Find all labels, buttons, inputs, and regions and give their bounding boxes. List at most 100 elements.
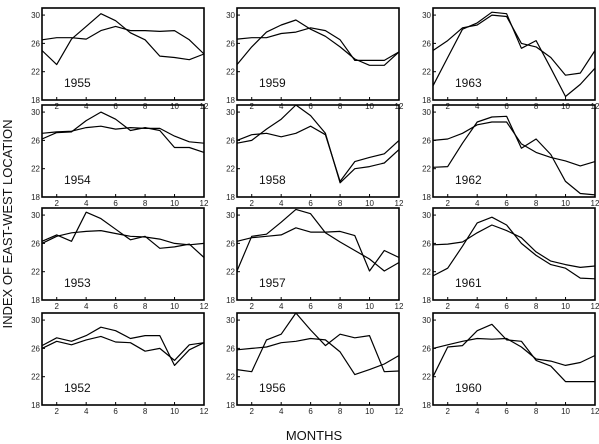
x-tick-label: 10 xyxy=(365,199,374,208)
y-tick-label: 30 xyxy=(31,316,40,325)
panel-1960: 2 4 6 8 10 12 18 22 26 30 1960 xyxy=(422,312,599,416)
y-tick-label: 18 xyxy=(226,96,235,105)
x-tick-label: 12 xyxy=(200,407,209,416)
y-tick-label: 30 xyxy=(422,316,431,325)
y-tick-label: 18 xyxy=(31,296,40,305)
y-tick-label: 30 xyxy=(226,11,235,20)
series-line-2 xyxy=(236,208,400,272)
x-tick-label: 4 xyxy=(279,302,284,311)
x-tick-label: 8 xyxy=(143,199,148,208)
y-tick-label: 18 xyxy=(422,296,431,305)
y-tick-label: 30 xyxy=(31,11,40,20)
y-tick-label: 26 xyxy=(422,39,431,48)
series-line-1 xyxy=(236,337,400,376)
series-line-2 xyxy=(41,13,205,66)
x-tick-label: 8 xyxy=(143,302,148,311)
y-tick-label: 26 xyxy=(31,239,40,248)
y-tick-label: 18 xyxy=(422,96,431,105)
y-tick-label: 22 xyxy=(226,68,235,77)
x-axis-label: MONTHS xyxy=(286,428,343,443)
panel-year-label: 1963 xyxy=(455,76,482,90)
x-tick-label: 6 xyxy=(308,199,313,208)
x-tick-label: 8 xyxy=(143,102,148,111)
x-tick-label: 4 xyxy=(475,199,480,208)
panel-year-label: 1952 xyxy=(64,381,91,395)
panel-year-label: 1953 xyxy=(64,276,91,290)
y-tick-label: 18 xyxy=(31,193,40,202)
x-tick-label: 6 xyxy=(504,102,509,111)
x-tick-label: 4 xyxy=(84,102,89,111)
x-tick-label: 10 xyxy=(561,302,570,311)
panel-frame xyxy=(41,104,205,198)
x-tick-label: 8 xyxy=(534,102,539,111)
x-tick-label: 8 xyxy=(338,407,343,416)
series-line-1 xyxy=(236,227,400,272)
x-tick-label: 12 xyxy=(200,302,209,311)
y-tick-label: 30 xyxy=(226,316,235,325)
panel-frame xyxy=(432,312,596,406)
y-tick-label: 26 xyxy=(31,39,40,48)
panel-1952: 2 4 6 8 10 12 18 22 26 30 1952 xyxy=(31,312,209,416)
panel-year-label: 1955 xyxy=(64,76,91,90)
y-tick-label: 26 xyxy=(422,239,431,248)
x-tick-label: 2 xyxy=(250,102,255,111)
series-line-2 xyxy=(41,326,205,366)
y-axis-label: INDEX OF EAST-WEST LOCATION xyxy=(0,120,15,329)
x-tick-label: 2 xyxy=(55,102,60,111)
y-tick-label: 18 xyxy=(226,193,235,202)
y-tick-label: 26 xyxy=(422,344,431,353)
y-tick-label: 22 xyxy=(31,373,40,382)
x-tick-label: 10 xyxy=(170,302,179,311)
series-line-2 xyxy=(432,323,595,383)
x-tick-label: 4 xyxy=(84,199,89,208)
x-tick-label: 6 xyxy=(113,302,118,311)
x-tick-label: 2 xyxy=(55,302,60,311)
x-tick-label: 8 xyxy=(534,302,539,311)
panel-frame xyxy=(41,207,205,301)
y-tick-label: 18 xyxy=(226,401,235,410)
panel-frame xyxy=(236,104,400,198)
series-line-1 xyxy=(236,27,400,62)
y-tick-label: 22 xyxy=(31,165,40,174)
panel-frame xyxy=(236,207,400,301)
x-tick-label: 6 xyxy=(113,199,118,208)
x-tick-label: 12 xyxy=(395,302,404,311)
x-tick-label: 4 xyxy=(84,407,89,416)
x-tick-label: 10 xyxy=(365,102,374,111)
x-tick-label: 4 xyxy=(475,302,480,311)
y-tick-label: 22 xyxy=(422,68,431,77)
series-line-1 xyxy=(41,125,205,144)
x-tick-label: 10 xyxy=(561,407,570,416)
x-tick-label: 12 xyxy=(395,407,404,416)
y-tick-label: 22 xyxy=(422,373,431,382)
series-line-1 xyxy=(432,224,596,268)
panel-year-label: 1962 xyxy=(455,173,482,187)
panel-frame xyxy=(432,7,596,101)
y-tick-label: 22 xyxy=(226,373,235,382)
series-line-2 xyxy=(41,211,205,258)
x-tick-label: 2 xyxy=(446,407,451,416)
x-tick-label: 12 xyxy=(200,199,209,208)
x-tick-label: 2 xyxy=(446,302,451,311)
x-tick-label: 4 xyxy=(475,407,480,416)
x-tick-label: 4 xyxy=(475,102,480,111)
series-line-1 xyxy=(41,230,205,246)
x-tick-label: 12 xyxy=(591,302,599,311)
x-tick-label: 2 xyxy=(250,407,255,416)
x-tick-label: 10 xyxy=(170,102,179,111)
x-tick-label: 6 xyxy=(308,407,313,416)
y-tick-label: 22 xyxy=(226,165,235,174)
x-tick-label: 12 xyxy=(591,407,599,416)
x-tick-label: 2 xyxy=(55,199,60,208)
x-tick-label: 8 xyxy=(338,199,343,208)
series-line-1 xyxy=(432,121,596,167)
y-tick-label: 18 xyxy=(31,401,40,410)
x-tick-label: 2 xyxy=(250,302,255,311)
x-tick-label: 10 xyxy=(365,302,374,311)
y-tick-label: 22 xyxy=(31,68,40,77)
x-tick-label: 10 xyxy=(170,407,179,416)
